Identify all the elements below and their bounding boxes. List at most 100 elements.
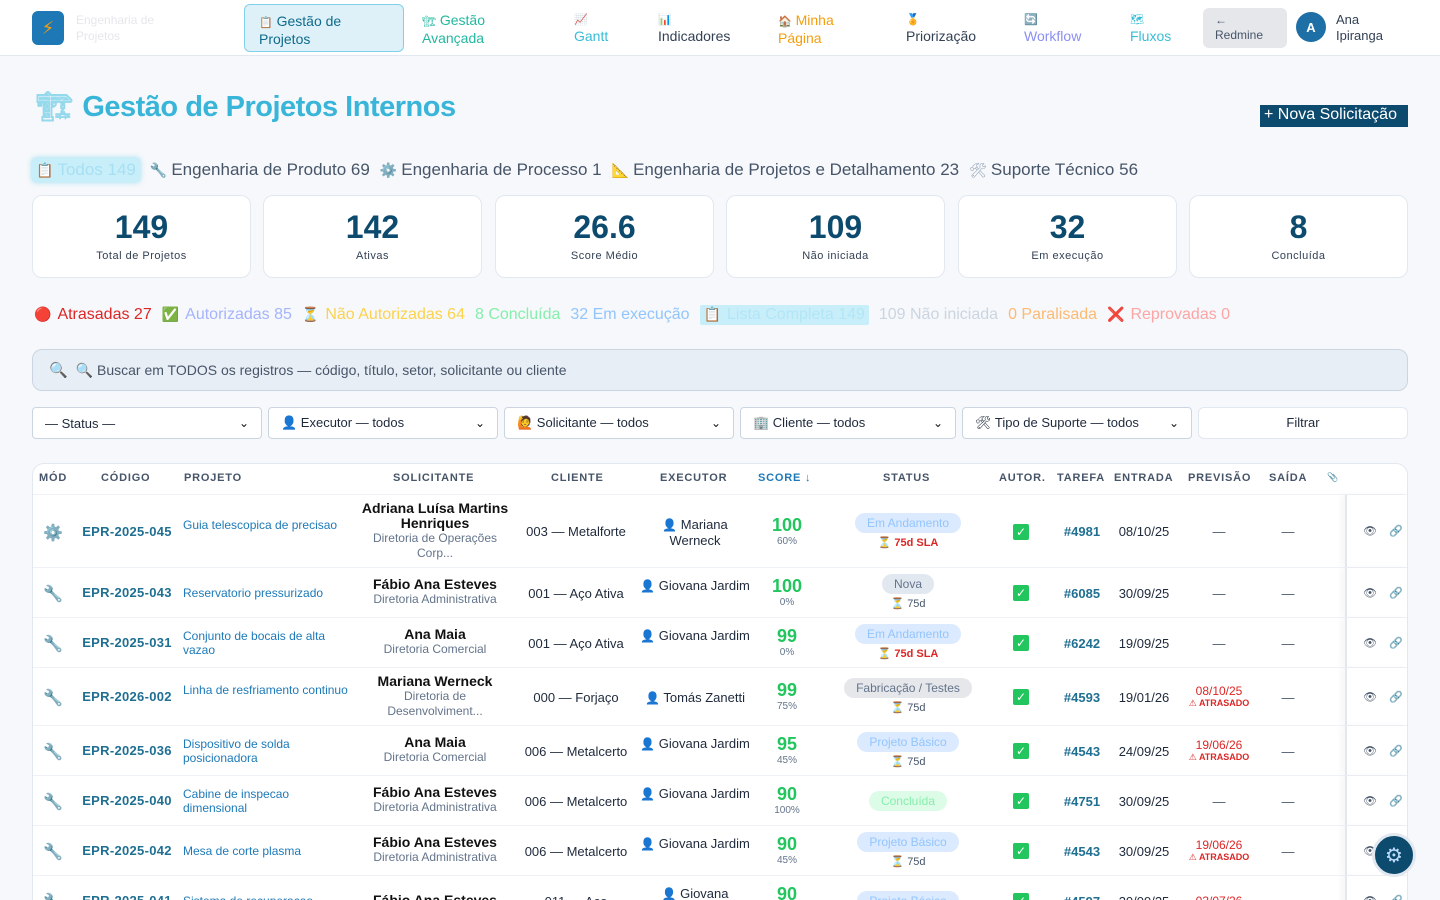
nav-indicadores[interactable]: 📊 Indicadores [644,4,744,52]
eye-icon[interactable]: 👁 [1363,795,1377,807]
th-codigo[interactable]: CÓDIGO [101,472,151,484]
task-link[interactable]: #4751 [1055,794,1109,809]
th-status[interactable]: STATUS [883,472,931,484]
user-name[interactable]: Ana Ipiranga [1336,12,1383,43]
link-icon[interactable]: 🔗 [1389,795,1403,807]
task-link[interactable]: #4593 [1055,690,1109,705]
task-link[interactable]: #4981 [1055,524,1109,539]
nav-minha-pagina[interactable]: 🏠 Minha Página [764,4,864,52]
search-bar[interactable]: 🔍 🔍 Buscar em TODOS os registros — códig… [32,349,1408,391]
table-row[interactable]: 🔧 EPR-2025-040 Cabine de inspecao dimensio… [33,775,1407,825]
link-icon[interactable]: 🔗 [1389,587,1403,599]
avatar[interactable]: A [1296,12,1326,42]
code-link[interactable]: EPR-2025-045 [77,524,177,539]
th-autor[interactable]: AUTOR. [999,472,1046,484]
tipo-suporte-select[interactable]: 🛠 Tipo de Suporte — todos ⌄ [962,407,1192,439]
redmine-button[interactable]: ← Redmine [1203,8,1287,48]
th-score[interactable]: SCORE ↓ [758,472,812,484]
task-link[interactable]: #4543 [1055,744,1109,759]
code-link[interactable]: EPR-2026-002 [77,689,177,704]
th-saida[interactable]: SAÍDA [1269,472,1308,484]
task-link[interactable]: #4543 [1055,844,1109,859]
code-link[interactable]: EPR-2025-041 [77,893,177,900]
th-entrada[interactable]: ENTRADA [1114,472,1174,484]
link-icon[interactable]: 🔗 [1389,525,1403,538]
cliente-select[interactable]: 🏢 Cliente — todos ⌄ [740,407,956,439]
code-link[interactable]: EPR-2025-031 [77,635,177,650]
checkbox-checked-icon[interactable]: ✓ [1013,743,1029,759]
chip-8[interactable]: ❌ Reprovadas 0 [1107,306,1230,324]
project-link[interactable]: Reservatorio pressurizado [183,586,355,600]
new-request-button[interactable]: + Nova Solicitação [1260,105,1408,127]
table-row[interactable]: 🔧 EPR-2025-031 Conjunto de bocais de alta … [33,617,1407,667]
project-link[interactable]: Conjunto de bocais de alta vazao [183,629,355,657]
th-tarefa[interactable]: TAREFA [1057,472,1105,484]
code-link[interactable]: EPR-2025-042 [77,843,177,858]
table-row[interactable]: 🔧 EPR-2025-041 Sistema de recuperacao Fábio… [33,875,1407,900]
chip-7[interactable]: 0 Paralisada [1008,306,1097,324]
chip-0[interactable]: 🔴 Atrasadas 27 [34,306,152,324]
chip-1[interactable]: ✅ Autorizadas 85 [162,306,292,324]
eye-icon[interactable]: 👁 [1363,894,1377,900]
checkbox-checked-icon[interactable]: ✓ [1013,635,1029,651]
status-select[interactable]: — Status — ⌄ [32,407,262,439]
settings-fab-button[interactable]: ⚙ [1372,833,1416,877]
th-mod[interactable]: MÓD [39,472,68,484]
th-cliente[interactable]: CLIENTE [551,472,604,484]
checkbox-checked-icon[interactable]: ✓ [1013,689,1029,705]
chip-4[interactable]: 32 Em execução [570,306,689,324]
nav-fluxos[interactable]: 🗺 Fluxos [1116,4,1196,52]
table-row[interactable]: ⚙️ EPR-2025-045 Guia telescopica de precis… [33,494,1407,567]
project-link[interactable]: Guia telescopica de precisao [183,518,355,532]
project-link[interactable]: Dispositivo de solda posicionadora [183,737,355,765]
tab-engenharia-processo[interactable]: ⚙️ Engenharia de Processo 1 [380,160,602,180]
chip-6[interactable]: 109 Não iniciada [879,306,998,324]
nav-gantt[interactable]: 📈 Gantt [560,4,630,52]
tab-engenharia-projetos[interactable]: 📐 Engenharia de Projetos e Detalhamento 2… [612,160,960,180]
checkbox-checked-icon[interactable]: ✓ [1013,523,1029,540]
eye-icon[interactable]: 👁 [1363,691,1377,703]
nav-gestao-projetos[interactable]: 📋 Gestão de Projetos [244,4,404,52]
checkbox-checked-icon[interactable]: ✓ [1013,585,1029,601]
filter-button[interactable]: Filtrar [1198,407,1408,439]
nav-priorizacao[interactable]: 🏅 Priorização [892,4,992,52]
eye-icon[interactable]: 👁 [1363,525,1377,538]
eye-icon[interactable]: 👁 [1363,745,1377,757]
table-row[interactable]: 🔧 EPR-2026-002 Linha de resfriamento conti… [33,667,1407,725]
table-row[interactable]: 🔧 EPR-2025-036 Dispositivo de solda posici… [33,725,1407,775]
checkbox-checked-icon[interactable]: ✓ [1013,793,1029,809]
search-input[interactable]: 🔍 Buscar em TODOS os registros — código,… [75,361,567,378]
chip-5[interactable]: 📋 Lista Completa 149 [699,305,869,325]
task-link[interactable]: #6085 [1055,586,1109,601]
tab-suporte-tecnico[interactable]: 🛠 Suporte Técnico 56 [969,160,1138,180]
th-executor[interactable]: EXECUTOR [660,472,728,484]
link-icon[interactable]: 🔗 [1389,691,1403,703]
link-icon[interactable]: 🔗 [1389,637,1403,649]
tab-todos[interactable]: 📋 Todos 149 [32,158,140,182]
task-link[interactable]: #6242 [1055,636,1109,651]
table-row[interactable]: 🔧 EPR-2025-043 Reservatorio pressurizado Fá… [33,567,1407,617]
link-icon[interactable]: 🔗 [1389,894,1403,900]
th-projeto[interactable]: PROJETO [184,472,242,484]
chip-3[interactable]: 8 Concluída [475,306,560,324]
tab-engenharia-produto[interactable]: 🔧 Engenharia de Produto 69 [150,160,370,180]
project-link[interactable]: Sistema de recuperacao [183,894,355,900]
th-solicitante[interactable]: SOLICITANTE [393,472,475,484]
project-link[interactable]: Cabine de inspecao dimensional [183,787,355,815]
checkbox-checked-icon[interactable]: ✓ [1013,843,1029,859]
code-link[interactable]: EPR-2025-040 [77,793,177,808]
checkbox-checked-icon[interactable]: ✓ [1013,893,1029,900]
app-logo[interactable]: ⚡ [32,11,64,45]
link-icon[interactable]: 🔗 [1389,745,1403,757]
nav-gestao-avancada[interactable]: 🏗 Gestão Avançada [408,4,528,52]
code-link[interactable]: EPR-2025-036 [77,743,177,758]
project-link[interactable]: Mesa de corte plasma [183,844,355,858]
task-link[interactable]: #4597 [1055,894,1109,900]
solicitante-select[interactable]: 🙋 Solicitante — todos ⌄ [504,407,734,439]
nav-workflow[interactable]: 🔄 Workflow [1010,4,1100,52]
th-previsao[interactable]: PREVISÃO [1188,472,1252,484]
project-link[interactable]: Linha de resfriamento continuo [183,683,355,697]
eye-icon[interactable]: 👁 [1363,637,1377,649]
table-row[interactable]: 🔧 EPR-2025-042 Mesa de corte plasma Fábio A… [33,825,1407,875]
eye-icon[interactable]: 👁 [1363,587,1377,599]
